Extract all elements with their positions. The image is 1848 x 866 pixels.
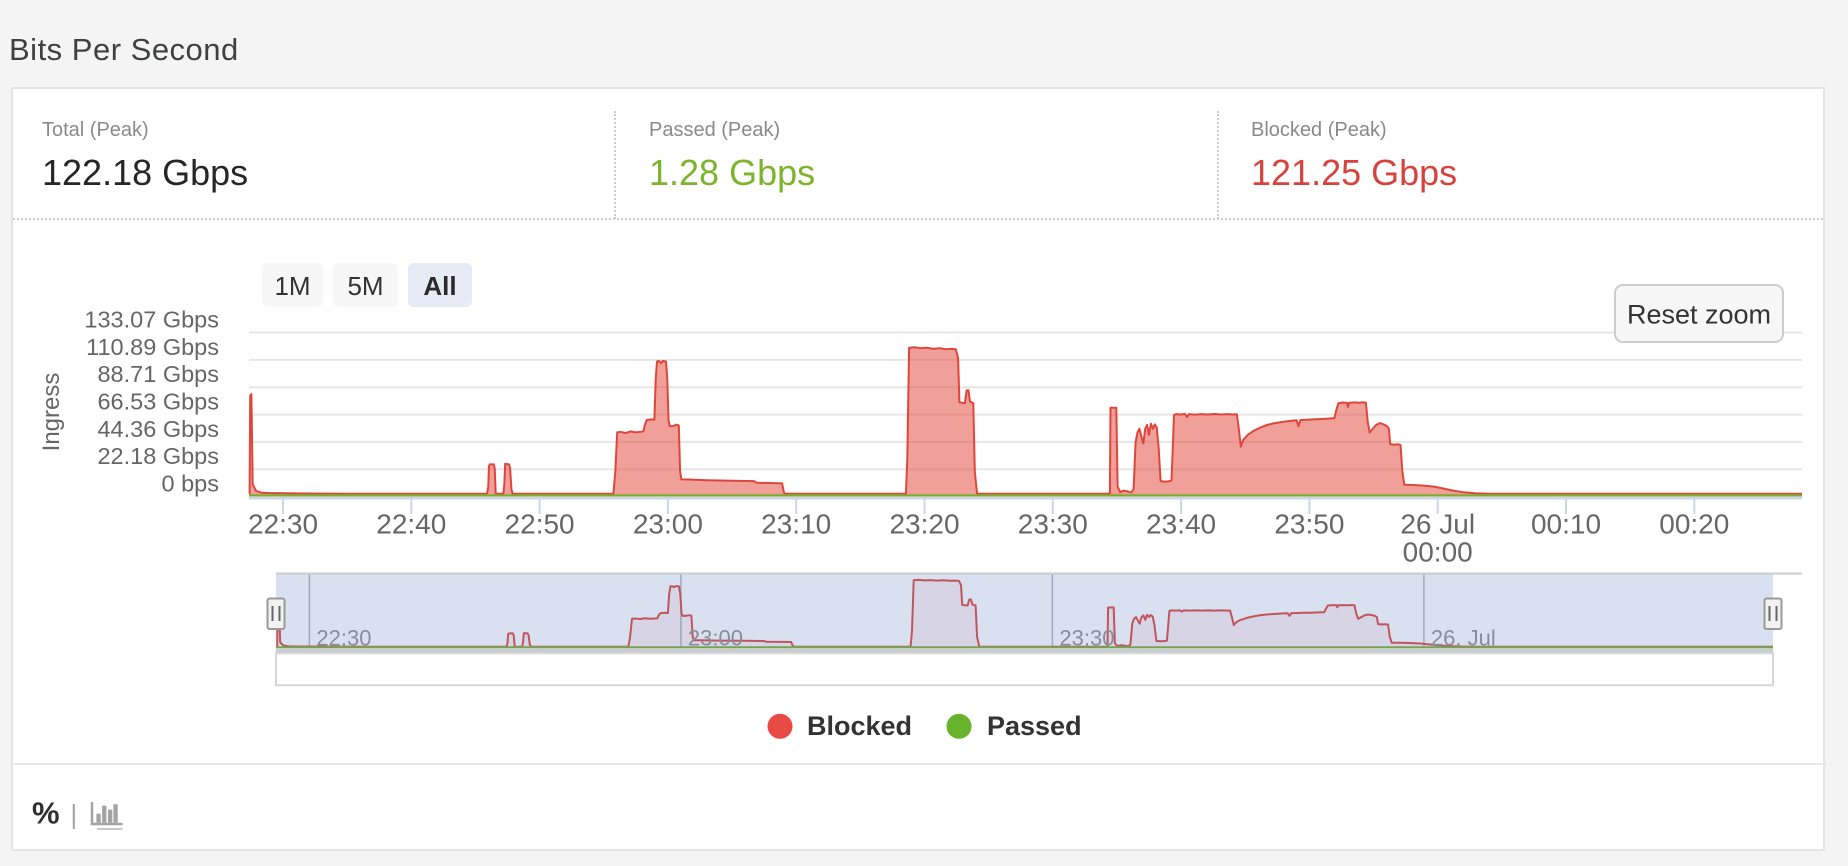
svg-text:66.53 Gbps: 66.53 Gbps: [97, 389, 219, 415]
svg-text:23:30: 23:30: [1059, 626, 1114, 651]
svg-text:All: All: [423, 271, 456, 301]
svg-text:44.36 Gbps: 44.36 Gbps: [97, 416, 219, 442]
svg-text:Reset zoom: Reset zoom: [1627, 300, 1771, 330]
svg-text:00:00: 00:00: [1403, 537, 1473, 568]
svg-text:23:10: 23:10: [761, 509, 831, 540]
svg-text:00:20: 00:20: [1659, 509, 1729, 540]
svg-text:5M: 5M: [347, 271, 383, 301]
svg-text:0 bps: 0 bps: [162, 471, 220, 497]
svg-text:%: %: [32, 796, 60, 831]
svg-text:88.71 Gbps: 88.71 Gbps: [97, 361, 219, 387]
svg-text:22:50: 22:50: [505, 509, 575, 540]
svg-text:22:30: 22:30: [248, 509, 318, 540]
svg-text:23:50: 23:50: [1274, 509, 1344, 540]
svg-text:133.07 Gbps: 133.07 Gbps: [84, 307, 219, 333]
svg-text:26 Jul: 26 Jul: [1400, 509, 1475, 540]
svg-text:23:00: 23:00: [688, 626, 743, 651]
svg-text:23:30: 23:30: [1018, 509, 1088, 540]
svg-text:Blocked: Blocked: [807, 711, 912, 741]
svg-text:23:00: 23:00: [633, 509, 703, 540]
svg-text:22:30: 22:30: [316, 626, 371, 651]
svg-text:23:20: 23:20: [889, 509, 959, 540]
svg-text:26. Jul: 26. Jul: [1431, 626, 1496, 651]
svg-text:23:40: 23:40: [1146, 509, 1216, 540]
svg-text:00:10: 00:10: [1531, 509, 1601, 540]
svg-text:Ingress: Ingress: [38, 373, 65, 452]
svg-text:22:40: 22:40: [376, 509, 446, 540]
svg-text:110.89 Gbps: 110.89 Gbps: [86, 334, 219, 360]
svg-text:Passed: Passed: [987, 711, 1082, 741]
svg-text:22.18 Gbps: 22.18 Gbps: [97, 443, 219, 469]
svg-text:1M: 1M: [274, 271, 310, 301]
